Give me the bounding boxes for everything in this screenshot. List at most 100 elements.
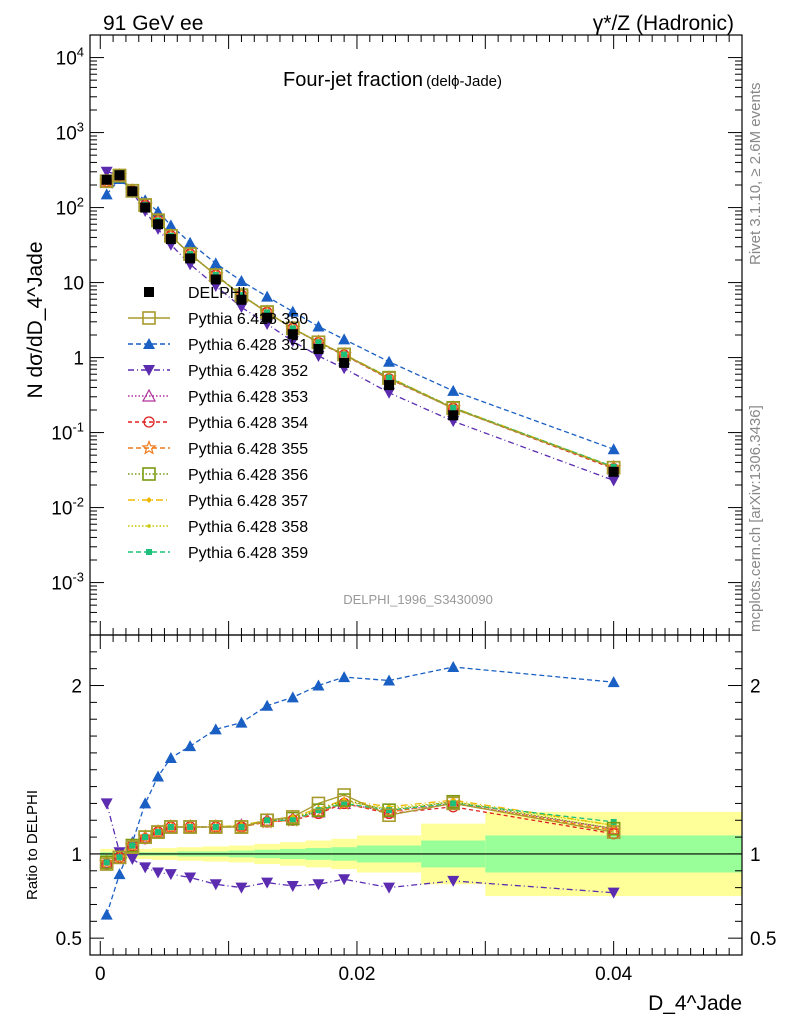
top-series-line-357 [106,174,614,468]
series-lines [106,171,614,915]
ratio-point-359 [386,807,393,814]
top-point-351 [100,188,113,200]
ratio-point-352 [261,877,274,889]
ylabel-top: N dσ/dD_4^Jade [24,241,47,398]
top-point-351 [338,333,351,345]
ratio-point-359 [129,842,136,849]
top-point-data [339,357,350,368]
top-point-351 [209,257,222,269]
ylabel-bottom: Ratio to DELPHI [24,790,41,900]
top-point-data [153,219,164,230]
top-point-data [185,253,196,264]
top-series-line-353 [106,175,614,469]
ratio-point-351 [383,674,396,686]
ratio-point-352 [338,874,351,886]
top-series-line-355 [106,175,614,469]
axes: 10-3 10-2 10-1 1 10 102 103 104 0 0.02 0.04 0.5 0.5 1… [51,34,776,985]
ratio-point-359 [341,800,348,807]
top-point-351 [447,384,460,396]
ratio-point-352 [184,872,197,884]
ratio-point-351 [164,751,177,763]
uncertainty-bands [90,811,742,897]
legend-entry-355: Pythia 6.428 355 [128,439,308,458]
bottom-ytick-label-right: 0.5 [750,929,776,950]
top-point-351 [261,290,274,302]
legend-marker [141,388,157,402]
legend-label: Pythia 6.428 358 [188,519,308,536]
legend-marker [147,524,151,528]
ratio-point-352 [126,854,139,865]
ratio-point-351 [113,868,126,880]
xtick-label: 0 [95,964,106,985]
ratio-point-359 [116,854,123,861]
ratio-point-359 [264,817,271,824]
ratio-point-352 [607,887,620,899]
top-ytick-label: 102 [56,195,84,220]
bottom-ytick-label: 2 [71,677,82,698]
ratio-point-350 [337,788,351,802]
ratio-point-351 [312,679,325,691]
legend-entry-358: Pythia 6.428 358 [128,519,308,536]
bottom-ytick-label: 0.5 [56,929,82,950]
ratio-point-350 [208,820,223,834]
top-point-359 [264,309,271,316]
ratio-point-352 [152,867,165,879]
top-point-351 [164,219,177,231]
ratio-point-350 [112,850,127,865]
legend-entry-359: Pythia 6.428 359 [128,545,308,562]
top-series-line-350 [106,174,614,469]
ratio-series-line-351 [106,666,614,915]
legend-marker [144,287,154,297]
top-ytick-label: 10-1 [51,420,84,445]
legend-marker [143,338,155,349]
ratio-point-352 [164,869,177,881]
legend-marker [142,467,156,481]
legend-label: Pythia 6.428 356 [188,467,308,484]
main-title-text: Four-jet fraction [283,69,423,91]
top-point-351 [312,320,325,332]
ratio-point-352 [383,882,396,894]
ratio-point-351 [152,770,165,782]
header-left: 91 GeV ee [103,12,203,35]
top-ytick-label: 1 [73,349,84,370]
ratio-point-351 [100,908,113,920]
top-point-data [236,294,247,305]
legend-label: Pythia 6.428 350 [188,311,308,328]
top-point-350 [112,168,127,183]
ratio-point-350 [125,840,140,855]
legend-label: Pythia 6.428 352 [188,363,308,380]
ratio-point-359 [289,817,296,824]
top-point-352 [383,387,396,399]
top-point-359 [610,463,617,470]
top-ytick-label: 10 [63,274,84,295]
ratio-point-359 [450,800,457,807]
legend-entry-data: DELPHI [144,285,246,302]
top-point-359 [315,339,322,346]
ratio-point-351 [209,723,222,735]
ratio-point-351 [184,740,197,752]
legend-entry-354: Pythia 6.428 354 [128,415,308,432]
bottom-ytick-label-right: 1 [750,845,761,866]
legend-entry-352: Pythia 6.428 352 [128,363,308,380]
bottom-frame [89,634,743,956]
legend-entry-350: Pythia 6.428 350 [128,311,308,328]
analysis-watermark: DELPHI_1996_S3430090 [343,592,493,607]
top-point-352 [100,166,113,178]
ratio-point-351 [338,671,351,683]
ratio-point-359 [238,824,245,830]
top-point-data [101,174,112,185]
ratio-point-350 [285,810,300,824]
legend-label: Pythia 6.428 351 [188,337,308,354]
ratio-point-350 [164,820,178,834]
legend-label: Pythia 6.428 355 [188,441,308,458]
ratio-point-355 [259,813,275,829]
top-point-352 [607,475,620,487]
ratio-point-352 [312,879,325,891]
top-series-line-351 [106,178,614,450]
legend-label: Pythia 6.428 359 [188,545,308,562]
top-point-data [114,170,125,181]
ratio-point-352 [100,798,113,810]
legend-label: Pythia 6.428 354 [188,415,308,432]
side-label-rivet: Rivet 3.1.10, ≥ 2.6M events [747,83,764,266]
ratio-point-352 [235,882,248,894]
